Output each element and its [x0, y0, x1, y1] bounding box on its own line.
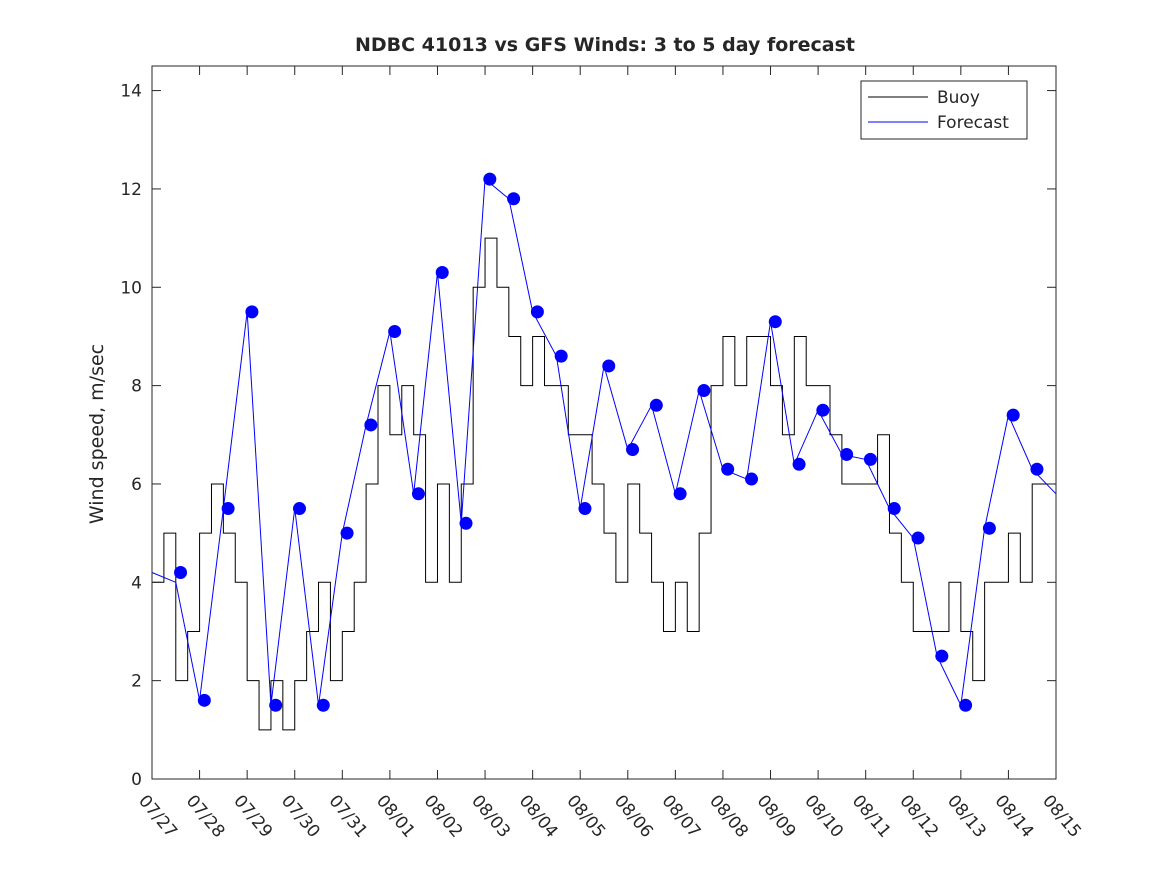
forecast-marker [459, 516, 473, 530]
forecast-marker [221, 502, 235, 516]
forecast-marker [1006, 408, 1020, 422]
forecast-marker [245, 305, 259, 319]
forecast-marker [721, 462, 735, 476]
forecast-marker [316, 698, 330, 712]
forecast-marker [863, 452, 877, 466]
forecast-marker [959, 698, 973, 712]
legend: Buoy Forecast [860, 80, 1028, 140]
forecast-marker [388, 325, 402, 339]
buoy-series [152, 237, 1056, 731]
forecast-marker [269, 698, 283, 712]
forecast-marker [554, 349, 568, 363]
forecast-marker [982, 521, 996, 535]
forecast-marker [197, 693, 211, 707]
forecast-marker [816, 403, 830, 417]
y-tick-label: 2 [131, 672, 142, 692]
forecast-marker [887, 502, 901, 516]
y-tick-label: 8 [131, 377, 142, 397]
forecast-marker [507, 192, 521, 206]
forecast-marker [697, 384, 711, 398]
forecast-marker [649, 398, 663, 412]
forecast-marker [626, 443, 640, 457]
forecast-marker [744, 472, 758, 486]
y-tick-label: 6 [131, 475, 142, 495]
legend-box [860, 80, 1028, 140]
forecast-marker [911, 531, 925, 545]
forecast-markers [174, 172, 1044, 712]
y-tick-label: 14 [120, 82, 142, 102]
forecast-marker [768, 315, 782, 329]
y-tick-label: 4 [131, 573, 142, 593]
forecast-marker [578, 502, 592, 516]
y-tick-label: 12 [120, 180, 142, 200]
buoy-line [152, 237, 1056, 731]
forecast-marker [530, 305, 544, 319]
forecast-marker [673, 487, 687, 501]
forecast-marker [411, 487, 425, 501]
y-tick-label: 10 [120, 278, 142, 298]
forecast-marker [602, 359, 616, 373]
forecast-marker [840, 447, 854, 461]
legend-buoy-label: Buoy [937, 88, 980, 108]
forecast-marker [292, 502, 306, 516]
forecast-marker [435, 266, 449, 280]
forecast-marker [364, 418, 378, 432]
legend-forecast-label: Forecast [937, 113, 1009, 133]
forecast-marker [1030, 462, 1044, 476]
y-tick-label: 0 [131, 770, 142, 790]
plot-frame [151, 65, 1057, 780]
chart-title: NDBC 41013 vs GFS Winds: 3 to 5 day fore… [355, 34, 855, 56]
forecast-marker [174, 565, 188, 579]
forecast-marker [340, 526, 354, 540]
forecast-marker [483, 172, 497, 186]
y-axis-label: Wind speed, m/sec [86, 344, 108, 524]
forecast-marker [935, 649, 949, 663]
forecast-marker [792, 457, 806, 471]
